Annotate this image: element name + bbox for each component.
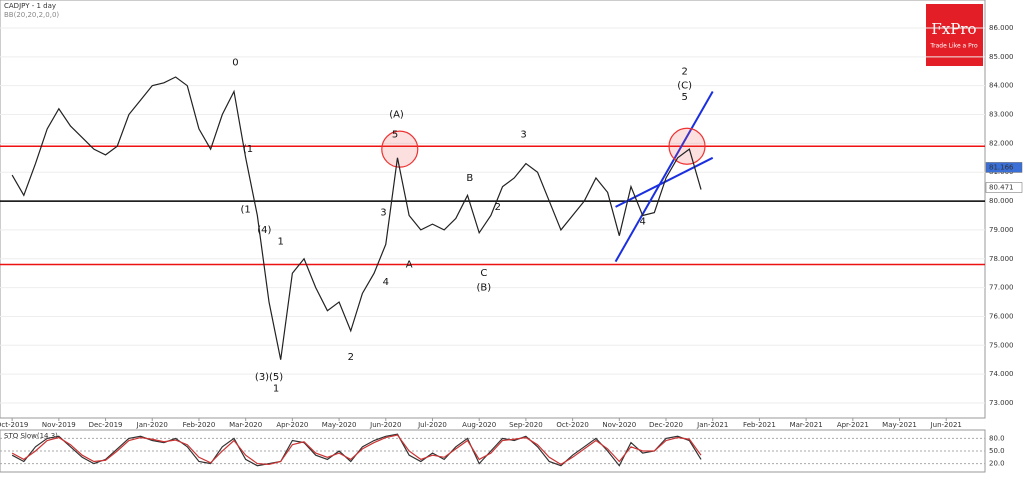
y-tick-label: 75.000 bbox=[989, 341, 1014, 349]
y-tick-label: 20.0 bbox=[989, 460, 1005, 468]
price-tag bbox=[985, 162, 1023, 173]
x-tick-label: Nov-2019 bbox=[42, 421, 76, 429]
x-tick-label: Jan-2020 bbox=[136, 421, 168, 429]
wave-label: A bbox=[406, 260, 413, 271]
wave-label: 1 bbox=[278, 236, 284, 247]
x-tick-label: Feb-2020 bbox=[183, 421, 216, 429]
y-tick-label: 77.000 bbox=[989, 284, 1014, 292]
chart-title: CADJPY - 1 day bbox=[4, 2, 56, 10]
wave-label: C bbox=[480, 268, 487, 279]
series-line bbox=[11, 76, 702, 360]
wave-label: 1 bbox=[273, 384, 279, 395]
y-tick-label: 80.000 bbox=[989, 197, 1014, 205]
y-tick-label: 86.000 bbox=[989, 24, 1014, 32]
wave-label: 5 bbox=[392, 130, 398, 141]
y-tick-label: 85.000 bbox=[989, 53, 1014, 61]
wave-label: (4) bbox=[257, 225, 271, 236]
y-tick-label: 73.000 bbox=[989, 399, 1014, 407]
wave-label: (1 bbox=[243, 144, 253, 155]
channel-line bbox=[614, 90, 714, 263]
x-tick-label: Dec-2019 bbox=[89, 421, 123, 429]
wave-label: (1 bbox=[241, 205, 251, 216]
wave-label: 2 bbox=[348, 352, 354, 363]
y-tick-label: 84.000 bbox=[989, 82, 1014, 90]
x-tick-label: Mar-2021 bbox=[790, 421, 823, 429]
wave-label: 0 bbox=[232, 58, 238, 69]
wave-label: 3 bbox=[520, 130, 526, 141]
wave-label: (5) bbox=[269, 372, 283, 383]
x-tick-label: Apr-2020 bbox=[276, 421, 308, 429]
main-frame bbox=[0, 0, 986, 419]
y-tick-label: 74.000 bbox=[989, 370, 1014, 378]
wave-label: (B) bbox=[477, 283, 492, 294]
x-tick-label: Aug-2020 bbox=[462, 421, 496, 429]
price-tag bbox=[985, 182, 1023, 193]
wave-label: (A) bbox=[389, 110, 404, 121]
wave-label: 2 bbox=[682, 66, 688, 77]
logo bbox=[926, 4, 983, 66]
chart-subtitle: BB(20,20,2,0,0) bbox=[4, 11, 59, 19]
x-tick-label: Oct-2020 bbox=[556, 421, 588, 429]
x-tick-label: Apr-2021 bbox=[837, 421, 869, 429]
y-tick-label: 78.000 bbox=[989, 255, 1014, 263]
highlight-circle bbox=[668, 127, 706, 165]
logo-tagline: Trade Like a Pro bbox=[929, 43, 978, 50]
wave-label: 2 bbox=[495, 202, 501, 213]
x-tick-label: Jun-2020 bbox=[369, 421, 401, 429]
price-tag-label: 80.471 bbox=[989, 183, 1014, 191]
series-line bbox=[11, 434, 702, 466]
x-tick-label: May-2020 bbox=[322, 421, 357, 429]
wave-label: 5 bbox=[682, 92, 688, 103]
price-tag-label: 81.166 bbox=[989, 163, 1014, 171]
logo-brand: FxPro bbox=[931, 20, 976, 38]
y-tick-label: 80.0 bbox=[989, 434, 1005, 442]
wave-label: (3) bbox=[255, 372, 269, 383]
highlight-circle bbox=[381, 130, 419, 168]
x-tick-label: May-2021 bbox=[882, 421, 917, 429]
sto-title: STO Slow(14,3) bbox=[4, 432, 58, 440]
x-tick-label: Oct-2019 bbox=[0, 421, 28, 429]
x-tick-label: Sep-2020 bbox=[509, 421, 543, 429]
wave-label: 4 bbox=[383, 277, 389, 288]
y-tick-label: 83.000 bbox=[989, 111, 1014, 119]
x-tick-label: Jun-2021 bbox=[930, 421, 962, 429]
x-tick-label: Feb-2021 bbox=[743, 421, 776, 429]
wave-label: 3 bbox=[380, 208, 386, 219]
x-tick-label: Jan-2021 bbox=[696, 421, 728, 429]
y-tick-label: 79.000 bbox=[989, 226, 1014, 234]
wave-label: B bbox=[466, 173, 473, 184]
x-tick-label: Nov-2020 bbox=[602, 421, 636, 429]
x-tick-label: Jul-2020 bbox=[417, 421, 447, 429]
wave-label: (C) bbox=[677, 81, 692, 92]
y-tick-label: 82.000 bbox=[989, 139, 1014, 147]
y-tick-label: 50.0 bbox=[989, 447, 1005, 455]
x-tick-label: Mar-2020 bbox=[229, 421, 262, 429]
wave-label: 4 bbox=[639, 216, 645, 227]
y-tick-label: 76.000 bbox=[989, 312, 1014, 320]
x-tick-label: Dec-2020 bbox=[649, 421, 683, 429]
